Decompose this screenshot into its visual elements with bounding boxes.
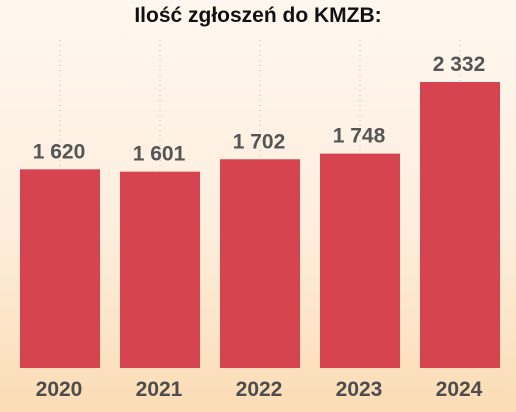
data-label-2022: 1 702	[233, 130, 286, 153]
x-tick-label-2020: 2020	[36, 378, 83, 401]
data-label-2020: 1 620	[33, 140, 86, 163]
bar-2023	[320, 153, 400, 368]
data-label-2024: 2 332	[433, 53, 486, 76]
x-tick-label-2021: 2021	[136, 378, 183, 401]
chart-title: Ilość zgłoszeń do KMZB:	[134, 4, 382, 27]
bar-2020	[20, 169, 100, 368]
bar-2021	[120, 171, 200, 368]
data-label-2023: 1 748	[333, 125, 386, 148]
x-tick-label-2022: 2022	[236, 378, 283, 401]
x-tick-label-2024: 2024	[436, 378, 483, 401]
data-label-2021: 1 601	[133, 143, 186, 166]
bar-2024	[420, 82, 500, 368]
bar-2022	[220, 159, 300, 368]
x-tick-label-2023: 2023	[336, 378, 383, 401]
